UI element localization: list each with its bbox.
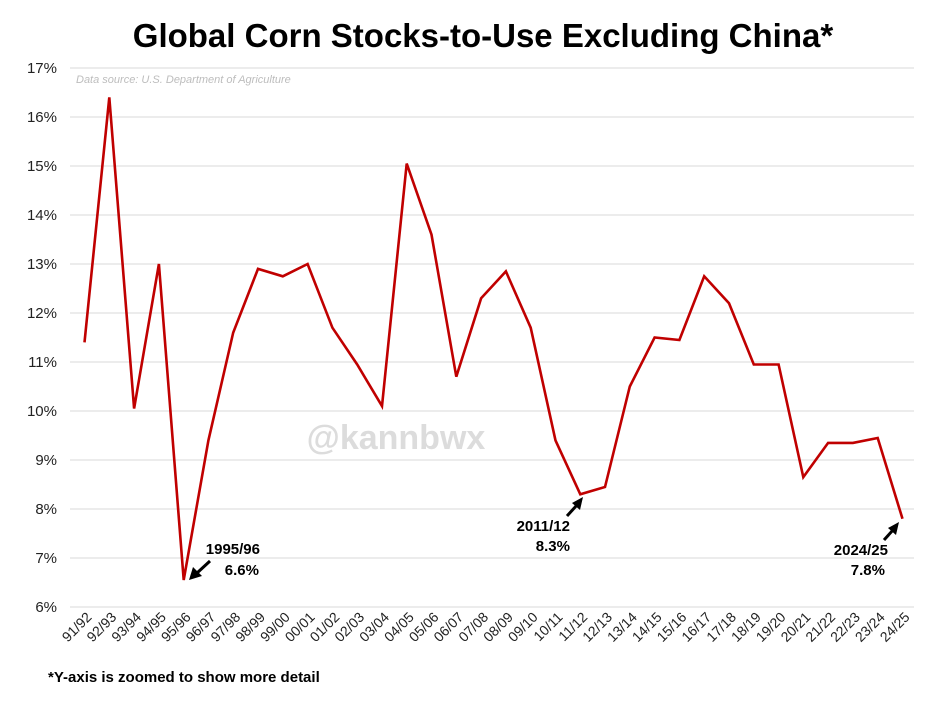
y-axis: 6% 7% 8% 9% 10% 11% 12% 13% 14% 15% 16% 17% (27, 60, 57, 616)
annotation-arrow-2024-25 (882, 528, 895, 542)
annotation-label-1995-96: 1995/96 (206, 541, 260, 558)
annotation-label-2011-12: 2011/12 (517, 518, 570, 535)
watermark: @kannbwx (307, 419, 486, 457)
y-tick-label: 15% (27, 158, 57, 175)
y-tick-label: 16% (27, 109, 57, 126)
y-tick-label: 6% (35, 599, 57, 616)
grid-layer (70, 67, 914, 608)
footnote: *Y-axis is zoomed to show more detail (48, 669, 320, 686)
annotation-label-2024-25: 2024/25 (834, 542, 888, 559)
annotation-arrow-2011-12 (565, 503, 579, 518)
annotation-arrow-1995-96 (195, 559, 212, 575)
y-tick-label: 17% (27, 60, 57, 77)
annotation-value-2024-25: 7.8% (851, 562, 885, 579)
annotation-2024-25: 2024/25 7.8% (834, 522, 899, 579)
series-layer (83, 97, 904, 581)
y-tick-label: 14% (27, 207, 57, 224)
annotation-1995-96: 1995/96 6.6% (189, 541, 260, 580)
x-tick-label: 24/25 (877, 609, 913, 645)
annotation-arrowhead-2011-12 (572, 497, 583, 510)
y-tick-label: 7% (35, 550, 57, 567)
annotation-arrowhead-2024-25 (888, 522, 899, 535)
annotation-value-1995-96: 6.6% (225, 562, 259, 579)
y-tick-label: 8% (35, 501, 57, 518)
series-line-stocks-to-use (83, 97, 904, 581)
y-tick-label: 13% (27, 256, 57, 273)
chart-title: Global Corn Stocks-to-Use Excluding Chin… (133, 17, 834, 54)
y-tick-label: 12% (27, 305, 57, 322)
y-tick-label: 10% (27, 403, 57, 420)
data-source-note: Data source: U.S. Department of Agricult… (76, 74, 291, 86)
y-tick-label: 11% (28, 354, 57, 371)
annotation-arrowhead-1995-96 (189, 567, 202, 580)
annotation-2011-12: 2011/12 8.3% (517, 497, 583, 555)
x-axis: 91/9292/9393/9494/9595/9696/9797/9898/99… (59, 609, 913, 645)
annotation-value-2011-12: 8.3% (536, 538, 570, 555)
y-tick-label: 9% (35, 452, 57, 469)
